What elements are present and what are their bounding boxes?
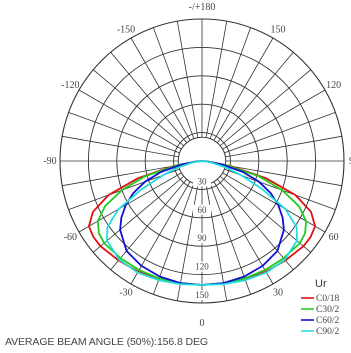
- angle-label: -150: [117, 24, 135, 35]
- radial-label-bg: [193, 261, 211, 272]
- angle-label: -90: [43, 156, 56, 167]
- polar-grid: [59, 18, 345, 304]
- angle-label: 0: [200, 318, 205, 329]
- angle-label: -60: [64, 232, 77, 243]
- grid-ring: [144, 103, 260, 219]
- angle-label: 120: [326, 80, 341, 91]
- angle-label: 30: [273, 288, 283, 299]
- legend-entry: C60/2: [316, 316, 339, 326]
- radial-tick-label: 150: [195, 290, 209, 300]
- angle-label: 60: [329, 232, 339, 243]
- radial-tick-label: 30: [198, 176, 208, 186]
- grid-ring: [59, 18, 345, 304]
- radial-label-bg: [193, 204, 211, 215]
- legend-entry: C0/18: [316, 294, 339, 304]
- radial-tick-label: 60: [198, 205, 208, 215]
- radial-label-bg: [193, 233, 211, 244]
- angle-label: 90: [349, 156, 351, 167]
- legend-entry: C30/2: [316, 305, 339, 315]
- intensity-curves: [88, 160, 316, 286]
- radial-tick-label: 90: [198, 233, 208, 243]
- grid-ring: [87, 46, 317, 276]
- angle-label: 150: [271, 24, 286, 35]
- radial-tick-labels: 30 60 90 120 150: [193, 176, 211, 300]
- radial-tick-label: 120: [195, 262, 209, 272]
- radial-label-bg: [193, 176, 211, 187]
- polar-chart: -/+180 150 120 90 60 30 0 -30 -60 -90 -120 -150 30 6…: [43, 2, 351, 336]
- angle-labels: -/+180 150 120 90 60 30 0 -30 -60 -90 -120 -150: [43, 2, 351, 329]
- radial-label-bg: [193, 290, 211, 300]
- curve-c90-2: [106, 160, 298, 286]
- average-beam-angle-text: AVERAGE BEAM ANGLE (50%):156.8 DEG: [5, 336, 208, 348]
- angle-label: -/+180: [189, 2, 216, 13]
- grid-ring: [173, 132, 231, 190]
- angle-label: -120: [61, 80, 79, 91]
- legend-title: Ur: [315, 278, 327, 290]
- angle-label: -30: [119, 288, 132, 299]
- grid-ring: [116, 75, 288, 247]
- legend-entry: C90/2: [316, 327, 339, 336]
